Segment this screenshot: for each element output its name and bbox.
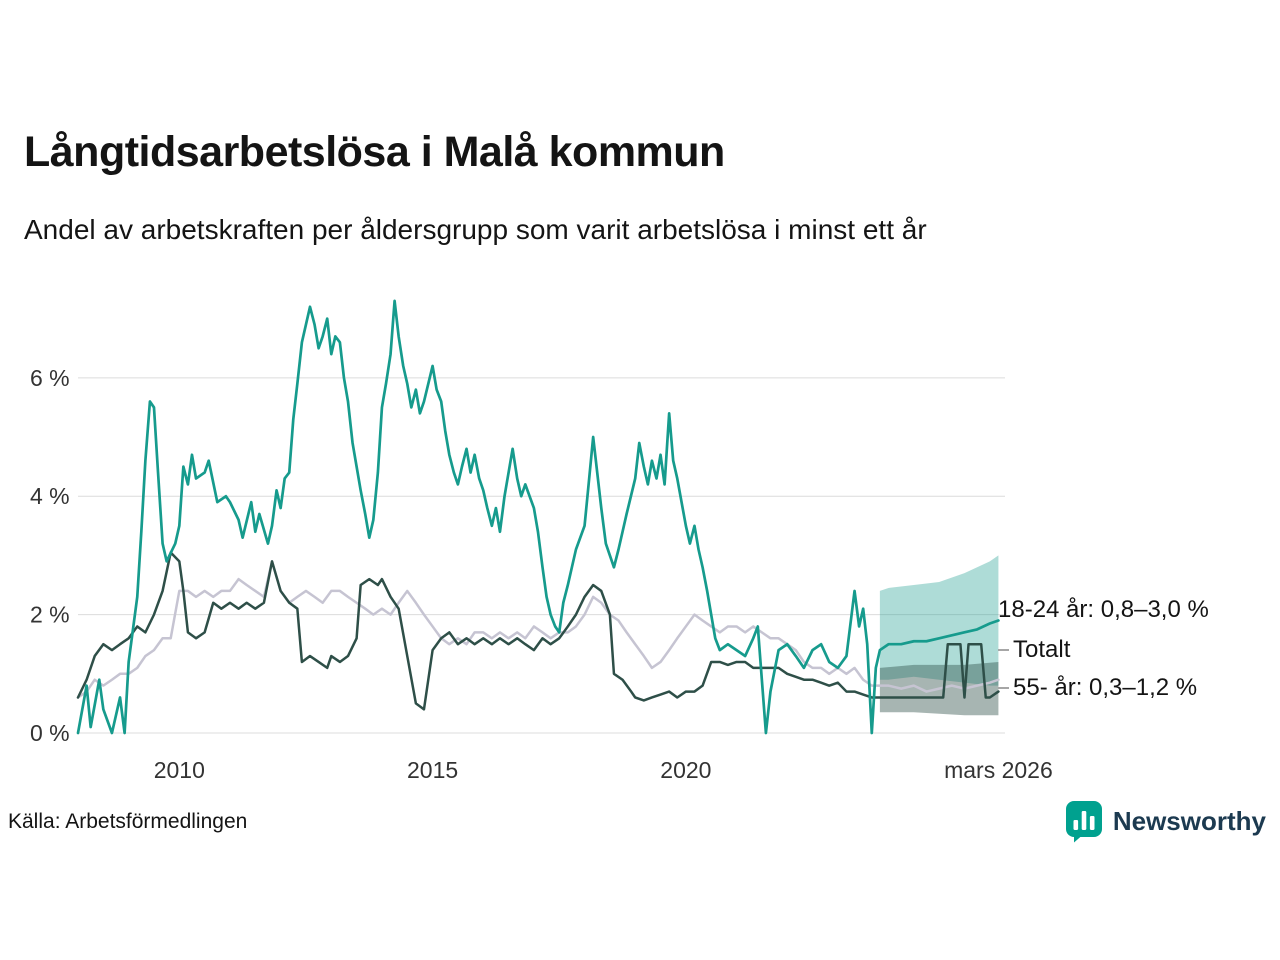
chart-subtitle: Andel av arbetskraften per åldersgrupp s… (24, 214, 927, 245)
series-line-18-24 (76, 299, 1000, 735)
series-annotation: 18-24 år: 0,8–3,0 % (998, 595, 1209, 625)
series-annotation: Totalt (998, 635, 1070, 665)
series-annotation-label: Totalt (1013, 636, 1071, 664)
y-axis-tick-label: 4 % (30, 483, 70, 509)
series-annotation-label: 55- år: 0,3–1,2 % (1013, 674, 1198, 701)
source-note: Källa: Arbetsförmedlingen (8, 810, 248, 833)
bar-chart-badge-icon (1065, 801, 1102, 843)
brand-wordmark: Newsworthy (1112, 805, 1266, 836)
y-axis-tick-label: 0 % (30, 720, 70, 746)
series-line-totalt (76, 560, 1000, 699)
x-axis-tick-label: 2015 (407, 757, 458, 783)
x-axis-tick-label: mars 2026 (944, 757, 1053, 783)
series-annotation: 55- år: 0,3–1,2 % (998, 673, 1197, 703)
annotation-leader-line (998, 687, 1009, 689)
x-axis-tick-label: 2020 (660, 757, 711, 783)
newsworthy-logo[interactable]: Newsworthy (1064, 799, 1266, 843)
y-axis-tick-label: 2 % (30, 602, 70, 628)
chart-title: Långtidsarbetslösa i Malå kommun (24, 128, 725, 176)
series-line-55 (76, 551, 1000, 711)
series-annotation-label: 18-24 år: 0,8–3,0 % (998, 596, 1209, 624)
y-axis-tick-label: 6 % (30, 365, 70, 391)
annotation-leader-line (998, 649, 1009, 652)
x-axis-tick-label: 2010 (154, 757, 205, 783)
